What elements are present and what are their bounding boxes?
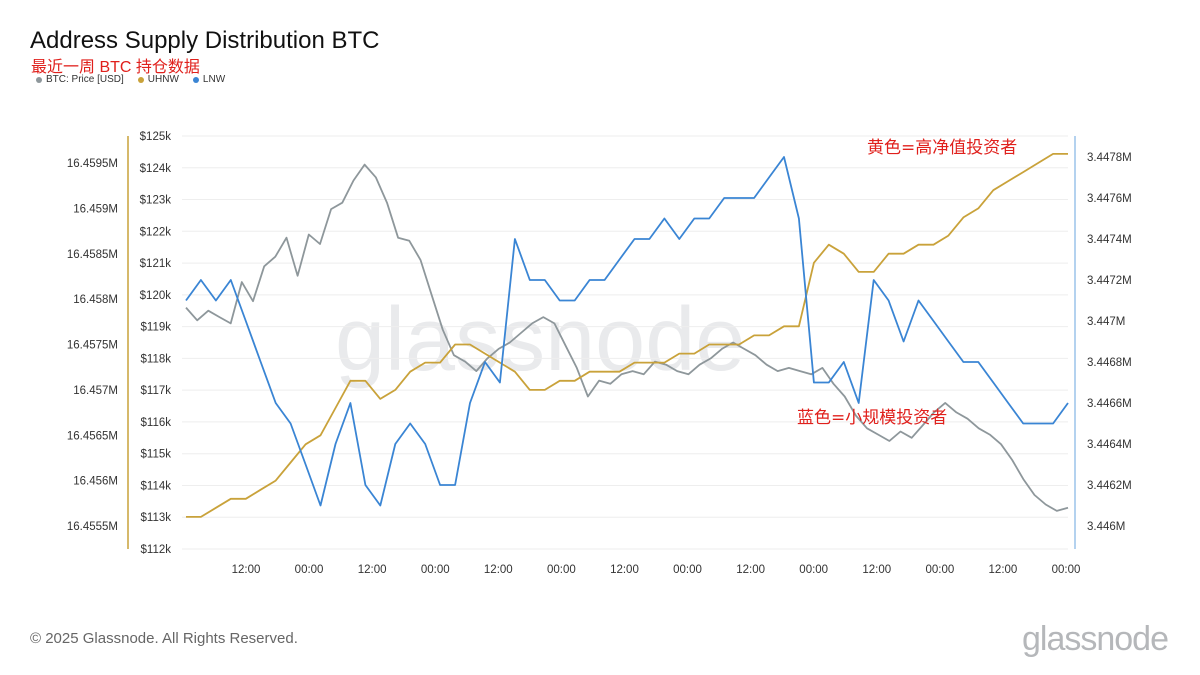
left-tick-label: 16.4565M (67, 430, 118, 442)
x-tick-label: 00:00 (799, 564, 828, 576)
watermark: glassnode (335, 290, 745, 390)
x-tick-label: 12:00 (484, 564, 513, 576)
right-tick-label: 3.4474M (1087, 234, 1132, 246)
price-tick-label: $114k (141, 480, 172, 492)
legend-label-price: BTC: Price [USD] (46, 74, 124, 85)
left-tick-label: 16.4575M (67, 340, 118, 352)
right-tick-label: 3.447M (1087, 316, 1125, 328)
x-tick-label: 12:00 (358, 564, 387, 576)
legend-item-price[interactable]: BTC: Price [USD] (36, 74, 124, 85)
price-tick-label: $115k (141, 449, 172, 461)
x-tick-label: 00:00 (295, 564, 324, 576)
legend-label-uhnw: UHNW (147, 74, 179, 85)
x-axis-ticks: 12:00 00:00 12:00 00:00 12:00 00:00 12:00 00:00… (232, 564, 1081, 576)
x-tick-label: 12:00 (989, 564, 1018, 576)
left-tick-label: 16.457M (73, 385, 118, 397)
x-tick-label: 00:00 (925, 564, 954, 576)
x-tick-label: 00:00 (421, 564, 450, 576)
legend-dot-lnw (192, 76, 199, 83)
glassnode-logo: glassnode (1021, 620, 1169, 658)
legend-item-uhnw[interactable]: UHNW (137, 74, 179, 85)
annotation-lnw: 蓝色=小规模投资者 (797, 408, 947, 428)
right-axis-ticks: 3.4478M 3.4476M 3.4474M 3.4472M 3.447M 3.4468… (1087, 152, 1132, 533)
x-tick-label: 12:00 (862, 564, 891, 576)
price-axis-ticks: $125k $124k $123k $122k $121k $120k $119k $118k… (140, 131, 172, 556)
right-tick-label: 3.446M (1087, 521, 1125, 533)
series-line-btc-price-usd (185, 163, 1069, 512)
left-tick-label: 16.458M (73, 294, 118, 306)
chart-subtitle: 最近一周 BTC 持仓数据 (31, 59, 200, 76)
series-line-uhnw (186, 152, 1068, 518)
left-tick-label: 16.4555M (67, 521, 118, 533)
x-tick-label: 00:00 (547, 564, 576, 576)
copyright-footer: © 2025 Glassnode. All Rights Reserved. (30, 630, 298, 647)
price-tick-label: $116k (141, 417, 172, 429)
right-tick-label: 3.4476M (1087, 193, 1132, 205)
series-lines (185, 152, 1069, 518)
legend-dot-uhnw (137, 76, 144, 83)
legend-item-lnw[interactable]: LNW (192, 74, 226, 85)
right-tick-label: 3.4464M (1087, 439, 1132, 451)
left-tick-label: 16.459M (73, 203, 118, 215)
price-tick-label: $120k (140, 290, 172, 302)
price-tick-label: $123k (140, 195, 172, 207)
right-tick-label: 3.4468M (1087, 357, 1132, 369)
series-line-lnw (185, 156, 1069, 507)
price-tick-label: $117k (141, 385, 172, 397)
x-tick-label: 12:00 (232, 564, 261, 576)
left-tick-label: 16.4595M (67, 158, 118, 170)
legend-label-lnw: LNW (202, 74, 226, 85)
annotation-uhnw: 黄色=高净值投资者 (867, 138, 1017, 158)
legend: BTC: Price [USD] UHNW LNW (36, 74, 225, 85)
x-tick-label: 00:00 (673, 564, 702, 576)
left-tick-label: 16.4585M (67, 249, 118, 261)
grid-lines (182, 135, 1068, 550)
legend-dot-price (36, 76, 42, 83)
price-tick-label: $122k (140, 226, 172, 238)
x-tick-label: 12:00 (736, 564, 765, 576)
price-tick-label: $119k (141, 322, 172, 334)
price-tick-label: $112k (141, 544, 172, 556)
right-tick-label: 3.4472M (1087, 275, 1132, 287)
left-axis-ticks: 16.4595M 16.459M 16.4585M 16.458M 16.4575M 16… (67, 158, 118, 533)
x-tick-label: 12:00 (610, 564, 639, 576)
price-tick-label: $113k (141, 512, 172, 524)
x-tick-label: 00:00 (1052, 564, 1081, 576)
right-tick-label: 3.4462M (1087, 480, 1132, 492)
left-tick-label: 16.456M (73, 476, 118, 488)
price-tick-label: $124k (140, 163, 172, 175)
price-tick-label: $125k (140, 131, 172, 143)
price-tick-label: $118k (141, 353, 172, 365)
price-tick-label: $121k (140, 258, 172, 270)
right-tick-label: 3.4466M (1087, 398, 1132, 410)
chart-title: Address Supply Distribution BTC (30, 27, 380, 54)
right-tick-label: 3.4478M (1087, 152, 1132, 164)
